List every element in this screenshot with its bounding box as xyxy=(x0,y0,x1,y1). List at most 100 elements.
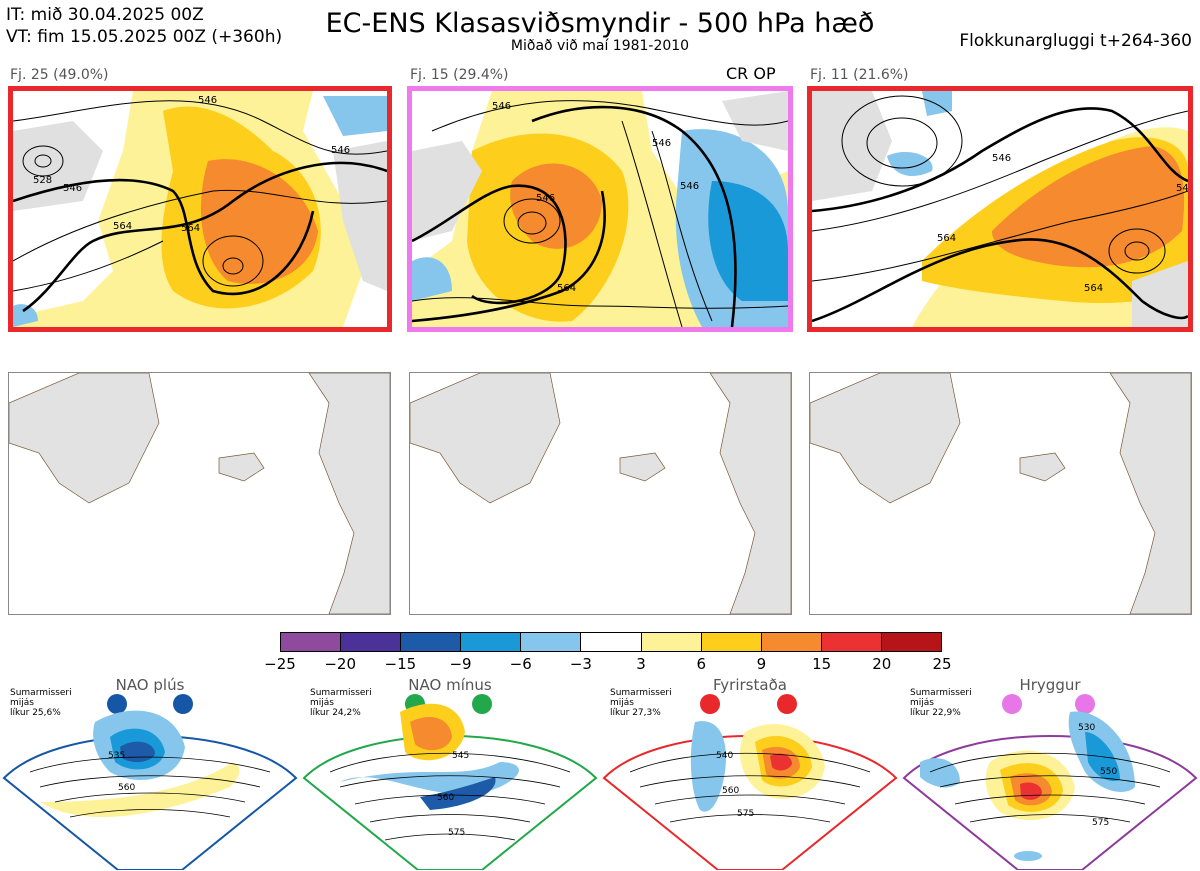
colorbar-tick-label: −20 xyxy=(324,655,356,673)
note-line: líkur 27,3% xyxy=(610,708,661,718)
page-title: EC-ENS Klasasviðsmyndir - 500 hPa hæð xyxy=(325,8,875,39)
colorbar-segment xyxy=(461,633,522,651)
regime-note: Sumarmisseri mijás líkur 24,2% xyxy=(310,688,372,718)
contour-line-bold xyxy=(412,184,567,305)
regime-nao-minus: NAO mínus Sumarmisseri mijás líkur 24,2%… xyxy=(300,676,600,871)
contour-label: 564 xyxy=(113,221,132,232)
cluster-3-map: 546 564 564 54 xyxy=(807,86,1193,332)
contour-line xyxy=(202,235,264,287)
empty-map-3-svg xyxy=(810,373,1191,614)
cluster-1-map: 546 564 564 528 546 546 xyxy=(8,86,392,332)
contour-label: 575 xyxy=(448,828,465,838)
contour-label: 550 xyxy=(1100,767,1117,777)
land-iceland xyxy=(619,452,666,482)
contour-line xyxy=(13,100,387,155)
regime-dot-right xyxy=(777,694,797,714)
contour-label: 560 xyxy=(437,793,454,803)
land-greenland xyxy=(810,373,961,504)
anomaly-blue-light xyxy=(920,758,960,788)
contour-label: 54 xyxy=(1176,183,1188,194)
regime-name: NAO plús xyxy=(115,676,185,694)
anomaly-blue-dark xyxy=(420,777,496,810)
contour-line xyxy=(639,775,861,788)
land-greenland xyxy=(412,141,482,241)
colorbar-segment xyxy=(281,633,342,651)
contour-line xyxy=(222,257,244,275)
land-europe xyxy=(1109,373,1191,614)
contour-line xyxy=(329,752,571,773)
regime-dot-left xyxy=(700,694,720,714)
contour-label: 564 xyxy=(181,223,200,234)
land-europe xyxy=(333,141,387,291)
regime-note: Sumarmisseri mijás líkur 22,9% xyxy=(910,688,972,718)
regime-dot-right xyxy=(1075,694,1095,714)
regime-note: Sumarmisseri mijás líkur 25,6% xyxy=(10,688,72,718)
contour-label: 546 xyxy=(680,181,699,192)
note-line: mijás xyxy=(910,698,934,708)
contour-label: 575 xyxy=(737,809,754,819)
anomaly-orange xyxy=(992,146,1185,268)
contour-label: 546 xyxy=(63,183,82,194)
empty-map-2-svg xyxy=(410,373,791,614)
regime-blocking-map: 540 560 575 xyxy=(602,721,898,870)
note-line: líkur 25,6% xyxy=(10,708,61,718)
contour-label: 546 xyxy=(992,153,1011,164)
contour-line xyxy=(384,833,516,841)
contour-line-bold xyxy=(531,105,737,327)
land-greenland xyxy=(812,91,892,201)
contour-line xyxy=(34,154,52,168)
anomaly-red xyxy=(770,753,792,771)
regime-dot-left xyxy=(1002,694,1022,714)
regime-name: Fyrirstaða xyxy=(713,676,787,694)
contour-label: 546 xyxy=(331,145,350,156)
empty-map-3 xyxy=(809,372,1192,615)
contour-label: 560 xyxy=(722,786,739,796)
regime-dot-right xyxy=(173,694,193,714)
header-info: IT: mið 30.04.2025 00Z VT: fim 15.05.202… xyxy=(6,4,282,48)
note-line: Sumarmisseri xyxy=(10,688,72,698)
anomaly-blue xyxy=(323,96,387,136)
colorbar-tick-label: −15 xyxy=(384,655,417,673)
contour-label: 564 xyxy=(557,283,576,294)
contour-label: 546 xyxy=(652,138,671,149)
note-line: Sumarmisseri xyxy=(610,688,672,698)
vt-line: VT: fim 15.05.2025 00Z (+360h) xyxy=(6,27,283,47)
regime-dot-left xyxy=(107,694,127,714)
colorbar-tick-label: −6 xyxy=(509,655,532,673)
colorbar-tick-label: 15 xyxy=(812,655,832,673)
anomaly-yellow xyxy=(40,763,240,818)
note-line: Sumarmisseri xyxy=(910,688,972,698)
anomaly-blue xyxy=(887,151,933,176)
contour-line-bold xyxy=(22,161,387,313)
colorbar-segment xyxy=(521,633,582,651)
contour-line xyxy=(339,775,561,788)
contour-line xyxy=(13,189,387,262)
cluster-3-map-svg: 546 564 564 54 xyxy=(812,91,1188,327)
cluster-1-map-svg: 546 564 564 528 546 546 xyxy=(13,91,387,327)
contour-line xyxy=(841,95,963,187)
anomaly-blue xyxy=(13,304,38,327)
contour-label: 560 xyxy=(118,783,135,793)
colorbar xyxy=(280,632,942,652)
regime-blocking: Fyrirstaða Sumarmisseri mijás líkur 27,3… xyxy=(600,676,900,871)
contour-line xyxy=(354,794,546,805)
contour-line xyxy=(69,809,231,818)
land-europe xyxy=(1132,261,1188,327)
contour-line xyxy=(1124,241,1150,261)
contour-line xyxy=(866,117,938,169)
colorbar-segment xyxy=(701,633,762,651)
note-line: líkur 22,9% xyxy=(910,708,961,718)
anomaly-orange xyxy=(410,717,452,751)
land-greenland xyxy=(9,373,160,504)
empty-map-1 xyxy=(8,372,391,615)
contour-line xyxy=(369,814,531,823)
colorbar-tick-label: 20 xyxy=(872,655,892,673)
cluster-1-label: Fj. 25 (49.0%) xyxy=(10,67,109,83)
contour-line xyxy=(812,190,1188,282)
regime-name: NAO mínus xyxy=(408,676,492,694)
colorbar-tick-label: −9 xyxy=(449,655,472,673)
contour-label: 528 xyxy=(33,175,52,186)
contour-label: 530 xyxy=(1078,723,1095,733)
contour-line xyxy=(651,130,713,322)
regime-ridge-map: 530 550 575 xyxy=(902,711,1198,870)
